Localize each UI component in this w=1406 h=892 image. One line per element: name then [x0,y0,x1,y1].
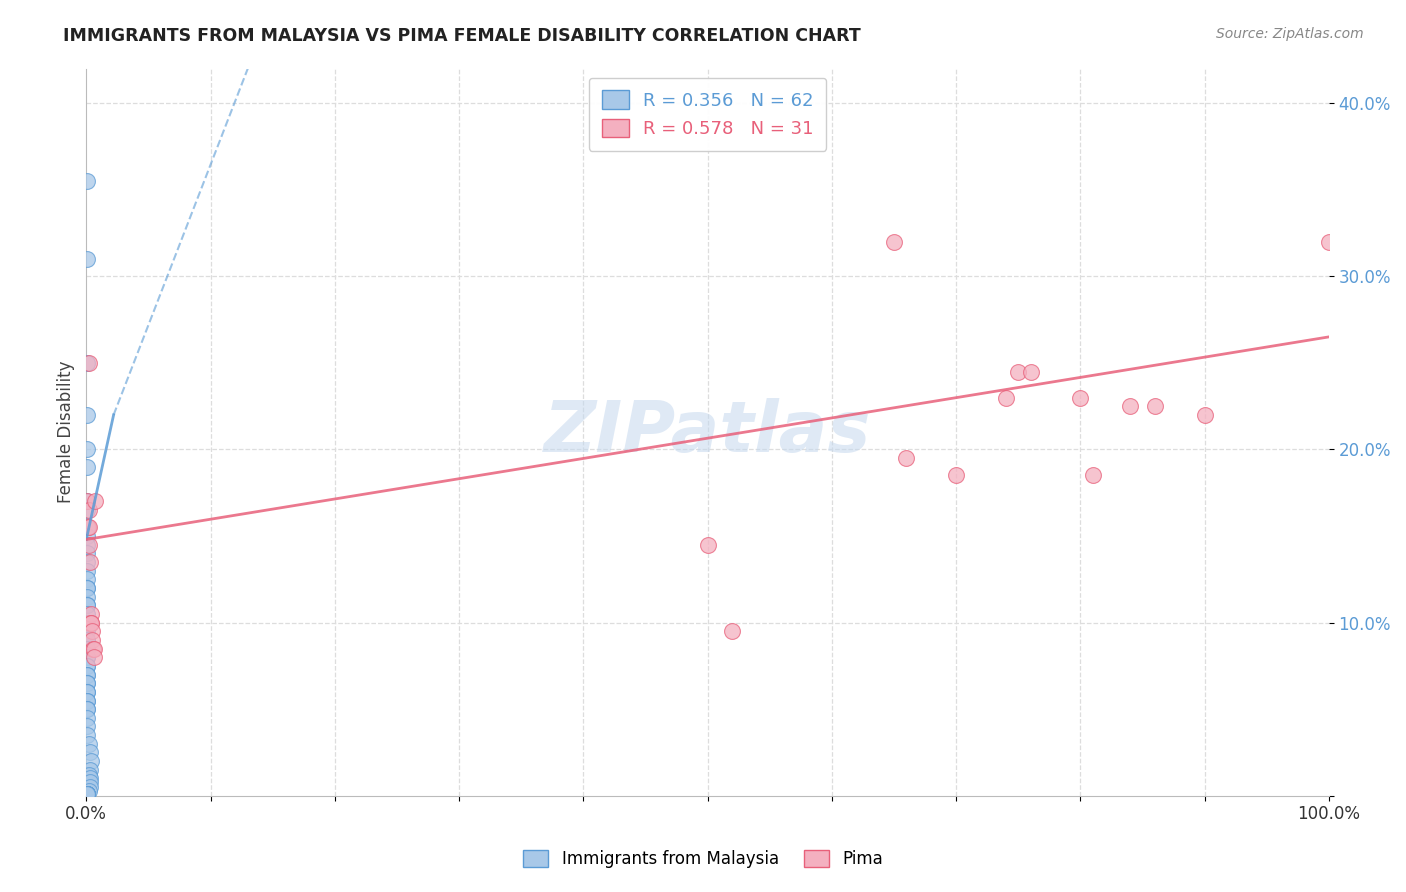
Point [76,459,98,474]
Point [77,356,100,370]
Point [76,787,98,801]
Point [80,615,103,630]
Point [77,768,100,782]
Point [82,641,104,656]
Point [79,780,101,794]
Point [79,607,101,621]
Point [79,775,101,789]
Point [76,650,98,665]
Point [84,494,107,508]
Point [883,235,905,249]
Point [1317,235,1340,249]
Point [76,676,98,690]
Point [76,615,98,630]
Point [76,581,98,595]
Point [1019,365,1042,379]
Point [79,555,101,569]
Point [76,787,98,801]
Point [79,754,101,768]
Point [76,641,98,656]
Point [79,763,101,777]
Point [76,494,98,508]
Y-axis label: Female Disability: Female Disability [58,361,75,503]
Point [76,546,98,560]
Point [76,538,98,552]
Point [79,772,101,786]
Point [76,632,98,647]
Point [83,641,105,656]
Text: Source: ZipAtlas.com: Source: ZipAtlas.com [1216,27,1364,41]
Point [1119,399,1142,413]
Point [79,615,101,630]
Text: IMMIGRANTS FROM MALAYSIA VS PIMA FEMALE DISABILITY CORRELATION CHART: IMMIGRANTS FROM MALAYSIA VS PIMA FEMALE … [63,27,860,45]
Point [76,624,98,639]
Point [77,503,100,517]
Point [76,702,98,716]
Point [994,391,1017,405]
Point [76,503,98,517]
Point [76,641,98,656]
Point [76,719,98,733]
Point [76,520,98,534]
Point [896,451,918,466]
Point [76,659,98,673]
Point [76,711,98,725]
Point [76,356,98,370]
Point [83,650,105,665]
Point [79,783,101,797]
Point [76,599,98,613]
Point [76,174,98,188]
Text: ZIPatlas: ZIPatlas [544,398,872,467]
Point [79,746,101,760]
Point [76,442,98,457]
Point [79,538,101,552]
Point [76,599,98,613]
Point [76,787,98,801]
Point [76,728,98,742]
Point [76,607,98,621]
Point [76,650,98,665]
Point [76,615,98,630]
Point [76,529,98,543]
Point [1194,408,1216,422]
Point [79,737,101,751]
Legend: Immigrants from Malaysia, Pima: Immigrants from Malaysia, Pima [516,843,890,875]
Point [76,676,98,690]
Point [945,468,967,483]
Point [76,787,98,801]
Point [76,494,98,508]
Point [696,538,718,552]
Point [76,564,98,578]
Point [76,572,98,586]
Point [76,667,98,681]
Point [1007,365,1029,379]
Point [76,581,98,595]
Point [76,787,98,801]
Point [80,615,103,630]
Point [80,632,103,647]
Point [76,520,98,534]
Point [76,685,98,699]
Point [1143,399,1166,413]
Point [76,685,98,699]
Point [76,659,98,673]
Point [76,615,98,630]
Point [76,667,98,681]
Point [721,624,744,639]
Point [76,555,98,569]
Point [76,252,98,266]
Point [79,520,101,534]
Point [76,590,98,604]
Point [1069,391,1091,405]
Point [76,787,98,801]
Point [76,787,98,801]
Legend: R = 0.356   N = 62, R = 0.578   N = 31: R = 0.356 N = 62, R = 0.578 N = 31 [589,78,827,151]
Point [76,632,98,647]
Point [76,693,98,707]
Point [1081,468,1104,483]
Point [76,693,98,707]
Point [76,702,98,716]
Point [76,408,98,422]
Point [80,624,103,639]
